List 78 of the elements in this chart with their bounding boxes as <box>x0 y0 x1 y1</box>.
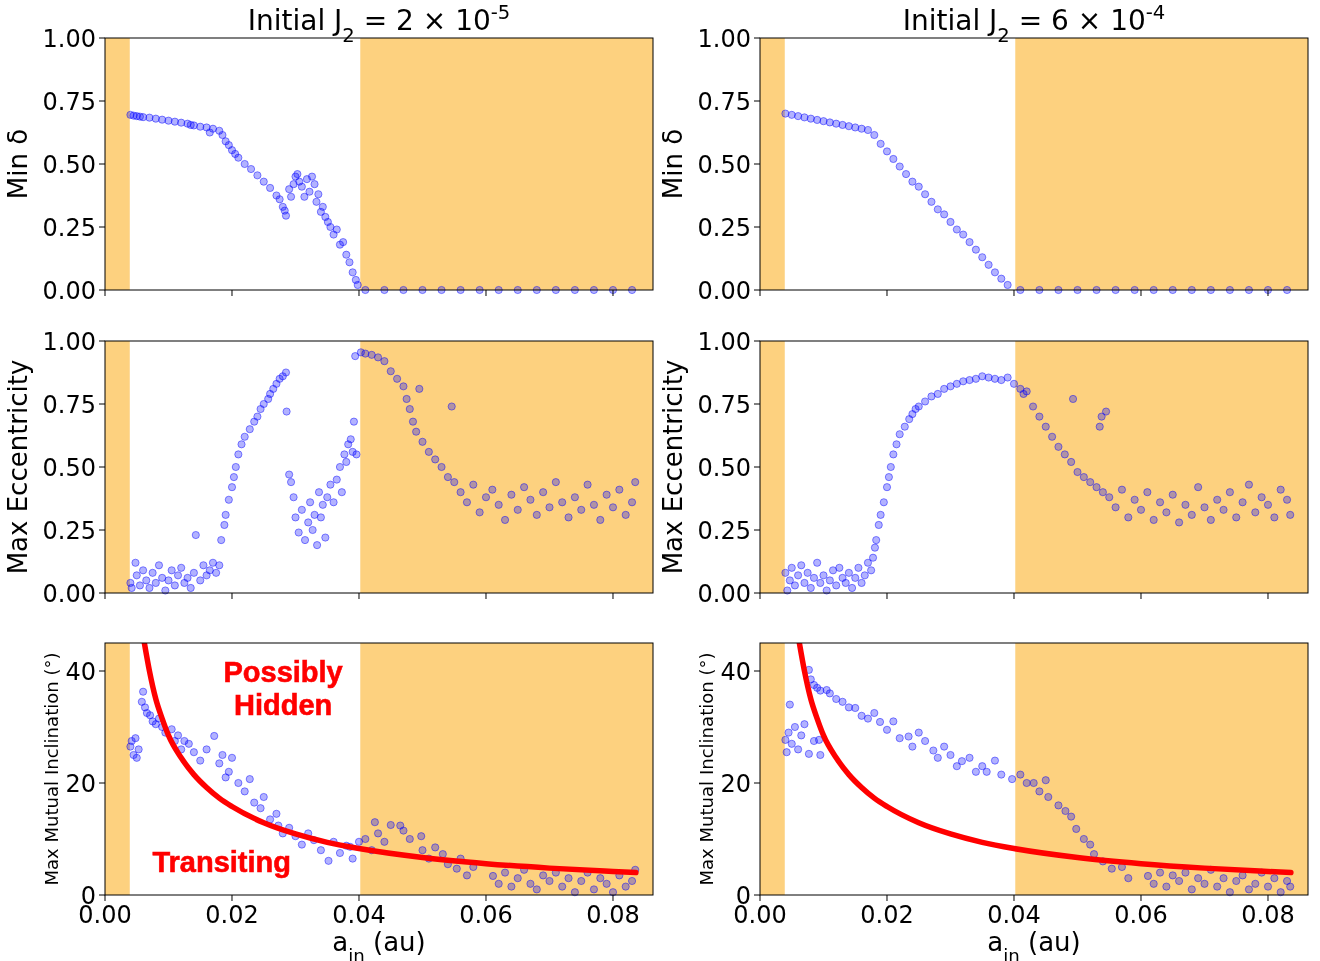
x-tick-label: 0.08 <box>1241 901 1295 929</box>
point <box>914 182 923 191</box>
y-tick-label: 0.25 <box>697 213 751 242</box>
y-tick-label: 0.00 <box>697 276 751 305</box>
point <box>921 190 930 199</box>
y-tick-label: 1.00 <box>42 24 96 53</box>
point <box>933 205 942 214</box>
point <box>895 162 904 171</box>
point <box>927 197 936 206</box>
x-tick-label: 0.04 <box>987 901 1041 929</box>
x-tick-label: 0.08 <box>586 901 640 929</box>
point <box>1003 280 1012 290</box>
point <box>832 119 841 128</box>
y-tick-label: 1.00 <box>697 24 751 53</box>
y-tick-label: 0.50 <box>42 453 96 482</box>
y-tick-label: 0.75 <box>42 390 96 419</box>
x-tick-label: 0.02 <box>860 901 914 929</box>
y-tick-label: 0.25 <box>42 516 96 545</box>
y-tick-label: 0.50 <box>42 150 96 179</box>
point <box>851 123 860 132</box>
x-tick-label: 0.06 <box>459 901 513 929</box>
x-tick-label: 0.06 <box>1114 901 1168 929</box>
x-axis-title: a$_{in}$ (au) <box>987 927 1081 961</box>
y-tick-label: 0.00 <box>42 276 96 305</box>
point <box>940 210 949 219</box>
point <box>813 115 822 124</box>
point <box>952 225 961 234</box>
y-tick-label: 0.75 <box>697 87 751 116</box>
x-tick-label: 0.02 <box>205 901 259 929</box>
point <box>889 154 898 164</box>
annotation: Possibly Hidden <box>223 656 343 722</box>
y-tick-label: 0.50 <box>697 150 751 179</box>
point <box>825 118 834 127</box>
y-tick-label: 0.75 <box>697 390 751 419</box>
point <box>908 177 917 186</box>
point <box>787 110 796 119</box>
y-tick-label: 0.50 <box>697 453 751 482</box>
x-axis-title: a$_{in}$ (au) <box>332 927 426 961</box>
point <box>838 120 847 130</box>
point <box>946 217 955 227</box>
point <box>959 230 968 239</box>
y-axis-title: Min δ <box>657 128 688 200</box>
y-axis-title: Min δ <box>2 128 33 200</box>
y-tick-label: 1.00 <box>697 327 751 356</box>
y-axis-title: Max Mutual Inclination (°) <box>41 652 63 886</box>
y-tick-label: 20 <box>720 769 751 798</box>
point <box>997 274 1006 283</box>
point <box>781 109 790 118</box>
chart-title: Initial J$_{2}$ = 2 × 10$^{-5}$ <box>247 0 511 47</box>
y-tick-label: 40 <box>65 657 96 686</box>
y-tick-label: 40 <box>720 657 751 686</box>
point <box>863 125 873 135</box>
y-tick-label: 0.00 <box>42 579 96 608</box>
y-axis-title: Max Eccentricity <box>657 359 688 575</box>
point <box>870 130 879 140</box>
point <box>984 260 993 269</box>
y-tick-label: 0.25 <box>697 516 751 545</box>
chart-title: Initial J$_{2}$ = 6 × 10$^{-4}$ <box>902 0 1166 47</box>
point <box>978 253 987 262</box>
y-axis-title: Max Mutual Inclination (°) <box>696 652 718 886</box>
y-axis-title: Max Eccentricity <box>2 359 33 575</box>
x-tick-label: 0.04 <box>332 901 386 929</box>
point <box>971 245 980 254</box>
point <box>990 268 1000 277</box>
annotation: Transiting <box>152 846 292 879</box>
point <box>857 124 866 133</box>
point <box>876 139 885 148</box>
point <box>901 169 911 179</box>
y-tick-label: 0.25 <box>42 213 96 242</box>
y-tick-label: 0.75 <box>42 87 96 116</box>
y-tick-label: 0.00 <box>697 579 751 608</box>
y-tick-label: 20 <box>65 769 96 798</box>
point <box>965 238 974 247</box>
point <box>806 114 815 123</box>
y-tick-label: 1.00 <box>42 327 96 356</box>
point <box>800 113 809 122</box>
point <box>882 147 892 156</box>
point <box>819 117 828 126</box>
